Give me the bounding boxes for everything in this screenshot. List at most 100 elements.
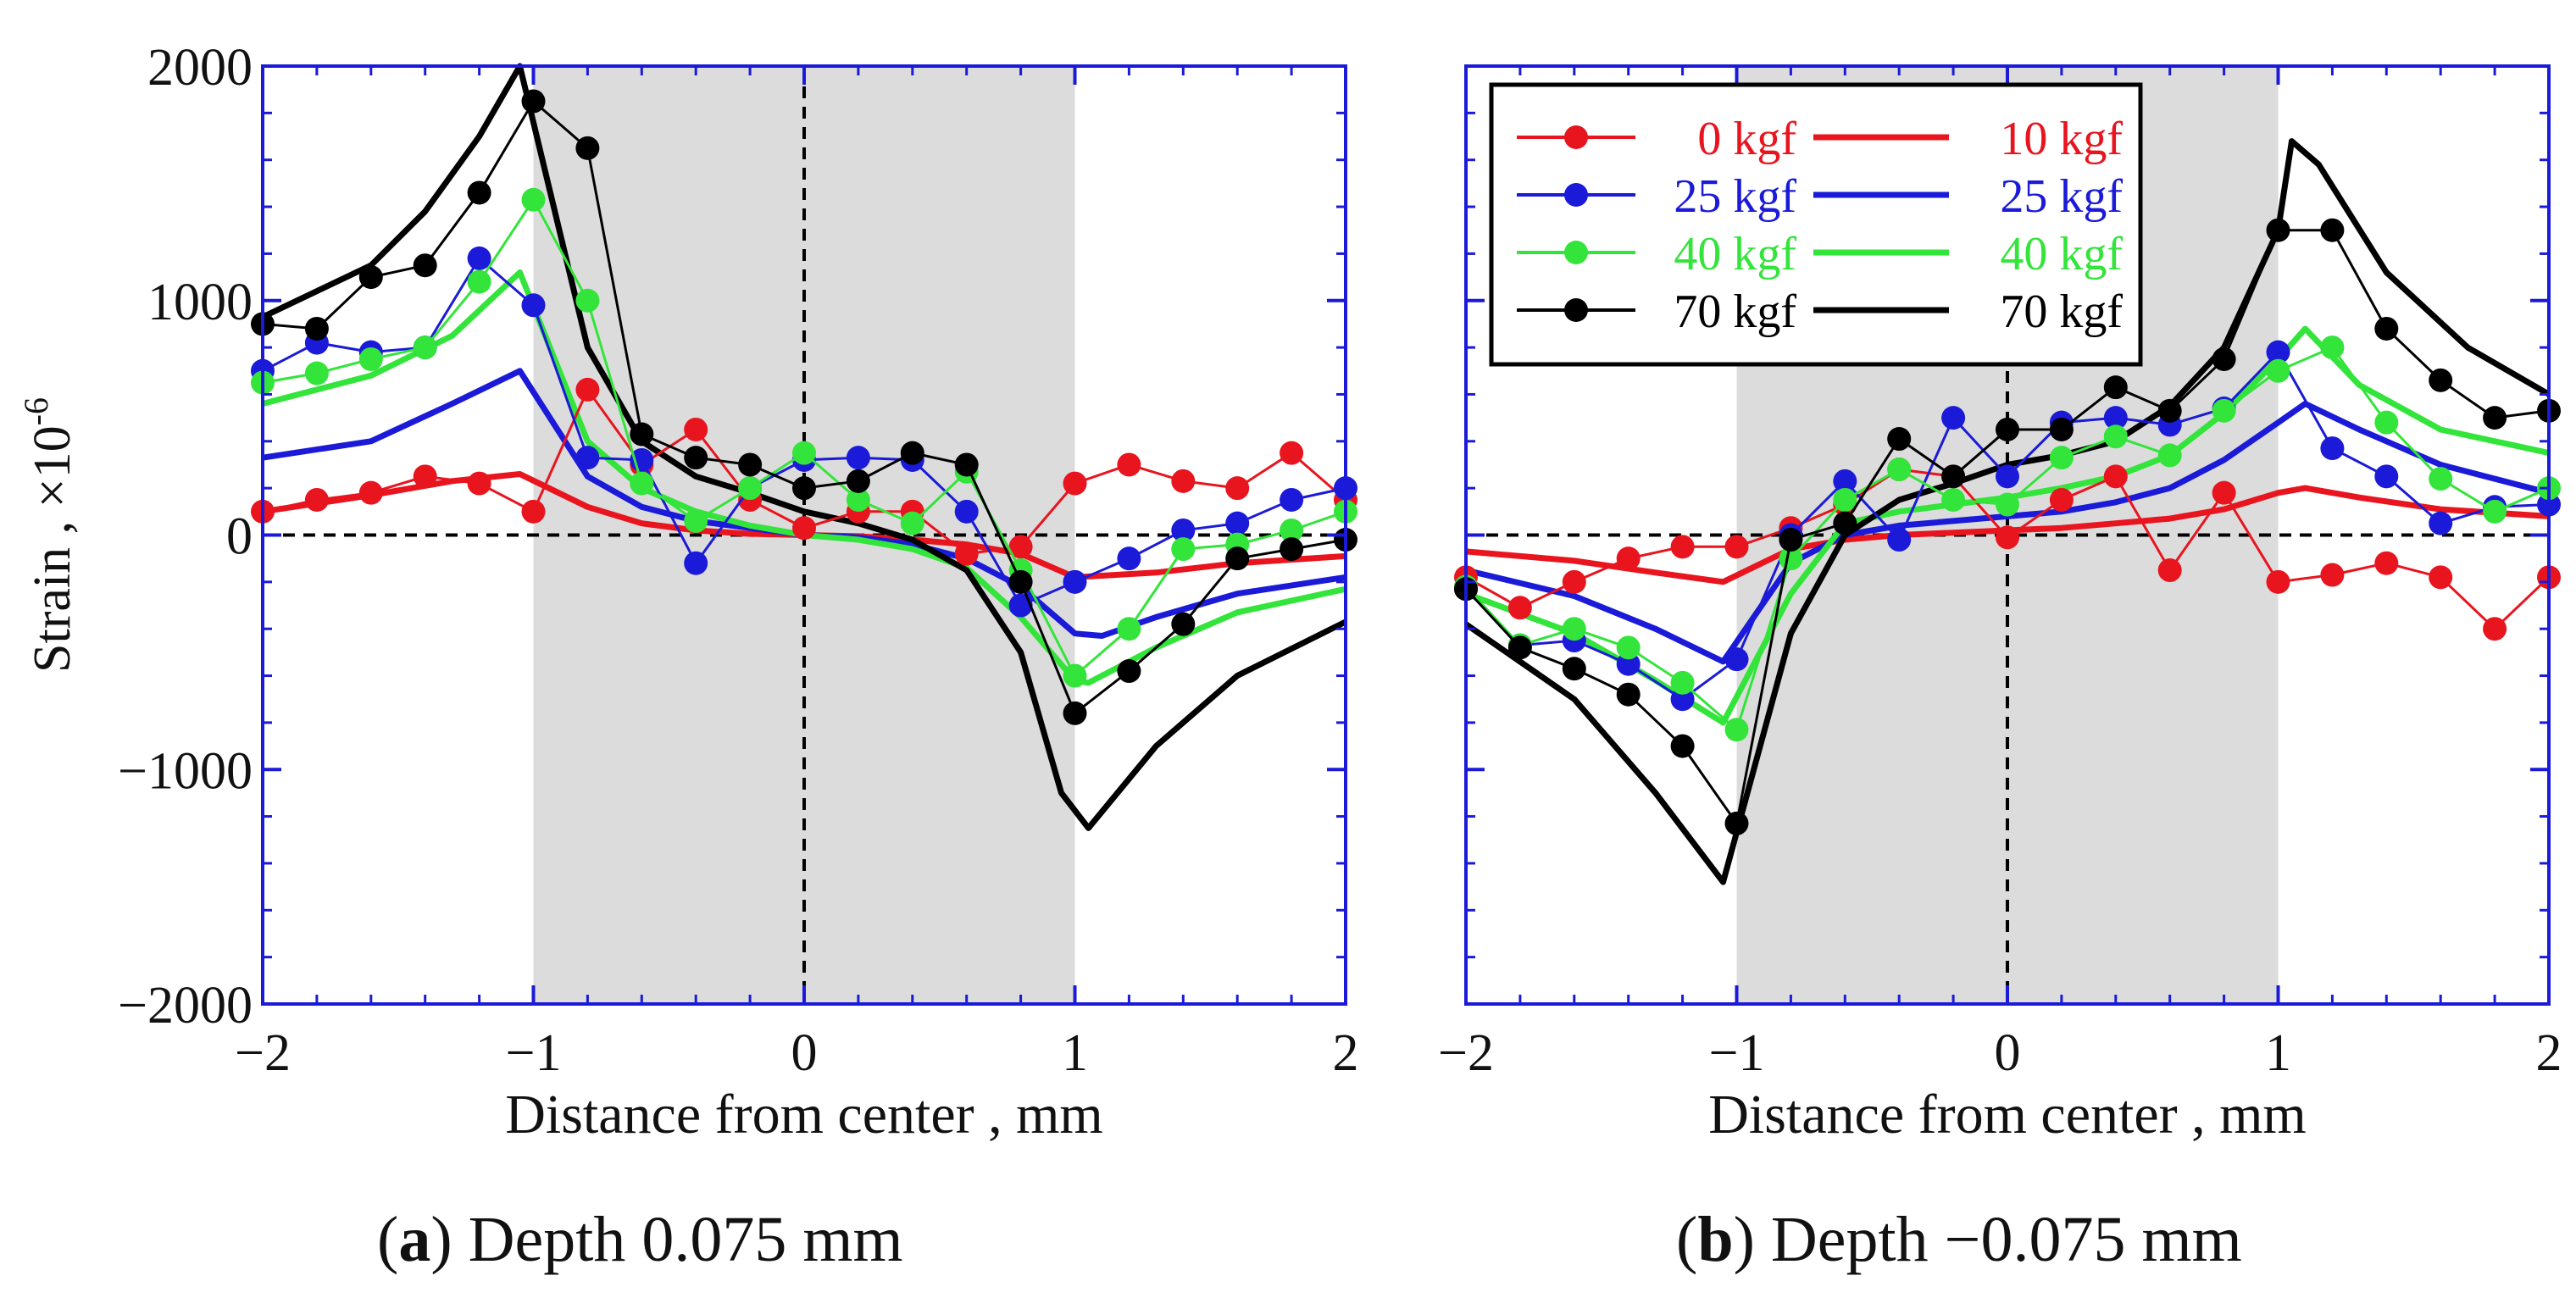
panel-a-point-40-kgf — [1171, 537, 1196, 562]
panel-a-point-70-kgf — [304, 316, 329, 341]
panel-a-point-70-kgf — [521, 89, 546, 114]
panel-a-ytick-label: 1000 — [147, 274, 253, 331]
panel-b-point-70-kgf — [2483, 406, 2507, 430]
legend-box — [1489, 82, 2143, 367]
panel-a-point-70-kgf — [954, 452, 979, 477]
panel-b-point-25-kgf — [1941, 406, 1966, 430]
panel-b-point-70-kgf — [1507, 635, 1532, 660]
panel-b-point-0-kgf — [2103, 464, 2128, 489]
panel-a-xtick-label: −1 — [506, 1024, 562, 1082]
panel-b-point-40-kgf — [2103, 424, 2128, 449]
panel-b-point-0-kgf — [2429, 565, 2453, 590]
panel-a-point-25-kgf — [1171, 518, 1196, 542]
panel-a-point-25-kgf — [1063, 569, 1087, 594]
panel-a-point-70-kgf — [1117, 659, 1141, 684]
panel-b-point-70-kgf — [1941, 464, 1966, 489]
legend-label-marker: 40 kgf — [1674, 228, 1796, 280]
panel-a-point-0-kgf — [1280, 441, 1304, 465]
panel-b-point-40-kgf — [2266, 358, 2290, 383]
panel-b-point-25-kgf — [2320, 436, 2345, 461]
panel-b-point-0-kgf — [2157, 558, 2182, 583]
panel-b-point-70-kgf — [2429, 368, 2453, 392]
panel-b-point-0-kgf — [1507, 596, 1532, 620]
panel-b-point-40-kgf — [1724, 718, 1749, 742]
panel-a-point-40-kgf — [358, 347, 383, 371]
panel-b-point-70-kgf — [2049, 417, 2074, 441]
caption-a: (a) Depth 0.075 mm — [377, 1204, 903, 1275]
panel-b-line-10-kgf — [1465, 485, 2550, 585]
panel-a-point-70-kgf — [575, 136, 600, 160]
panel-a-ytick-label: 0 — [226, 508, 253, 566]
caption-a-text: Depth 0.075 mm — [452, 1204, 903, 1275]
panel-a-ylabel-unit: ×10 — [24, 425, 81, 508]
panel-b-xtick-label: 1 — [2265, 1024, 2291, 1082]
panel-a-point-0-kgf — [1008, 535, 1033, 559]
panel-a-point-25-kgf — [521, 293, 546, 318]
panel-a-point-25-kgf — [846, 446, 870, 470]
panel-b-point-0-kgf — [2212, 480, 2236, 505]
panel-b-point-40-kgf — [2483, 499, 2507, 524]
panel-b-point-40-kgf — [2374, 410, 2399, 435]
legend-marker-dot — [1564, 183, 1588, 207]
panel-b-point-40-kgf — [1887, 458, 1912, 482]
panel-a: −2 −1 0 1 2 −2000 −1000 0 1000 2000 Distance from … — [17, 39, 1359, 1145]
legend-marker-dot — [1564, 298, 1588, 322]
panel-a-point-0-kgf — [358, 480, 383, 505]
panel-a-point-40-kgf — [521, 187, 546, 212]
panel-a-point-70-kgf — [738, 452, 763, 477]
panel-a-point-0-kgf — [954, 541, 979, 566]
legend-marker-dot — [1564, 241, 1588, 264]
panel-a-point-0-kgf — [1117, 452, 1141, 477]
panel-b-point-40-kgf — [1833, 487, 1857, 512]
panel-b-point-70-kgf — [1724, 811, 1749, 835]
panel-b-point-70-kgf — [1887, 427, 1912, 452]
panel-b-point-70-kgf — [2320, 218, 2345, 242]
panel-b-series-0-kgf — [1454, 458, 2561, 641]
panel-a-point-40-kgf — [792, 441, 816, 465]
panel-a-point-70-kgf — [1225, 546, 1250, 571]
panel-a-point-25-kgf — [467, 246, 491, 270]
legend-label-line: 40 kgf — [2000, 228, 2123, 280]
panel-b-xtick-label: −1 — [1709, 1024, 1765, 1082]
panel-a-point-0-kgf — [1171, 469, 1196, 493]
panel-b-point-0-kgf — [2266, 569, 2290, 594]
legend-label-line: 70 kgf — [2000, 286, 2123, 338]
panel-b-point-70-kgf — [1562, 657, 1586, 681]
panel-a-point-70-kgf — [1063, 701, 1087, 725]
panel-a-point-40-kgf — [413, 336, 437, 360]
panel-a-point-0-kgf — [1063, 471, 1087, 496]
panel-b-point-40-kgf — [1996, 492, 2019, 517]
panel-a-point-25-kgf — [575, 446, 600, 470]
panel-b-series-70-kgf — [1454, 218, 2561, 835]
panel-a-point-40-kgf — [684, 508, 708, 533]
panel-a-line-70-kgf — [261, 63, 1347, 831]
panel-a-point-0-kgf — [467, 471, 491, 496]
panel-a-ytick-label: −1000 — [118, 742, 253, 800]
panel-b-point-70-kgf — [2266, 218, 2290, 242]
panel-b-point-25-kgf — [2266, 340, 2290, 364]
panel-a-ylabel: Strain , ×10-6 — [17, 397, 81, 673]
panel-a-point-40-kgf — [575, 288, 600, 313]
panel-b-point-40-kgf — [2429, 467, 2453, 491]
panel-b-point-25-kgf — [1670, 687, 1695, 712]
panel-a-point-70-kgf — [1280, 537, 1304, 562]
panel-a-point-0-kgf — [521, 499, 546, 524]
panel-b-point-70-kgf — [2157, 398, 2182, 423]
panel-b-line-25-kgf — [1465, 401, 2550, 665]
panel-b-point-70-kgf — [2212, 347, 2236, 371]
panel-a-point-25-kgf — [1008, 593, 1033, 618]
panel-a-series-70-kgf — [251, 89, 1357, 725]
panel-b-point-70-kgf — [2103, 375, 2128, 400]
panel-a-point-0-kgf — [792, 516, 816, 541]
panel-a-point-0-kgf — [413, 464, 437, 489]
panel-a-ylabel-main: Strain , — [24, 508, 81, 673]
panel-b-point-0-kgf — [1996, 525, 2019, 550]
panel-b-point-40-kgf — [1616, 635, 1641, 660]
panel-a-ytick-label: 2000 — [147, 39, 253, 97]
caption-b-letter: b — [1697, 1204, 1734, 1275]
legend-label-marker: 70 kgf — [1674, 286, 1796, 338]
panel-a-xlabel: Distance from center , mm — [505, 1084, 1103, 1145]
caption-b-text: Depth −0.075 mm — [1754, 1204, 2242, 1275]
